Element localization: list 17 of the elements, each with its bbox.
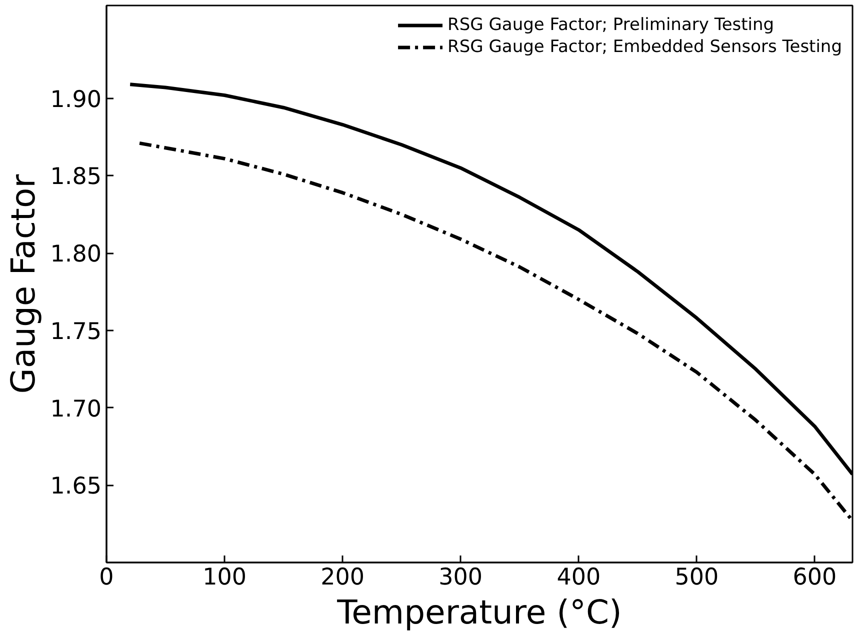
x-tick-label: 300 [438,564,483,590]
x-tick-label: 200 [320,564,365,590]
x-tick-label: 400 [556,564,601,590]
x-tick-label: 0 [99,564,114,590]
y-tick-label: 1.90 [50,86,102,113]
legend-label: RSG Gauge Factor; Preliminary Testing [448,15,774,35]
y-tick-label: 1.85 [50,164,102,190]
y-axis-title: Gauge Factor [3,174,42,394]
y-tick-label: 1.75 [50,318,102,345]
y-tick-label: 1.65 [50,474,102,500]
legend-label: RSG Gauge Factor; Embedded Sensors Testing [448,37,842,57]
y-tick-label: 1.80 [50,242,102,268]
y-tick-label: 1.70 [50,396,102,422]
x-axis-title: Temperature (°C) [336,592,622,632]
x-tick-label: 100 [202,564,246,590]
x-tick-label: 600 [792,564,837,590]
x-tick-label: 500 [674,564,719,590]
